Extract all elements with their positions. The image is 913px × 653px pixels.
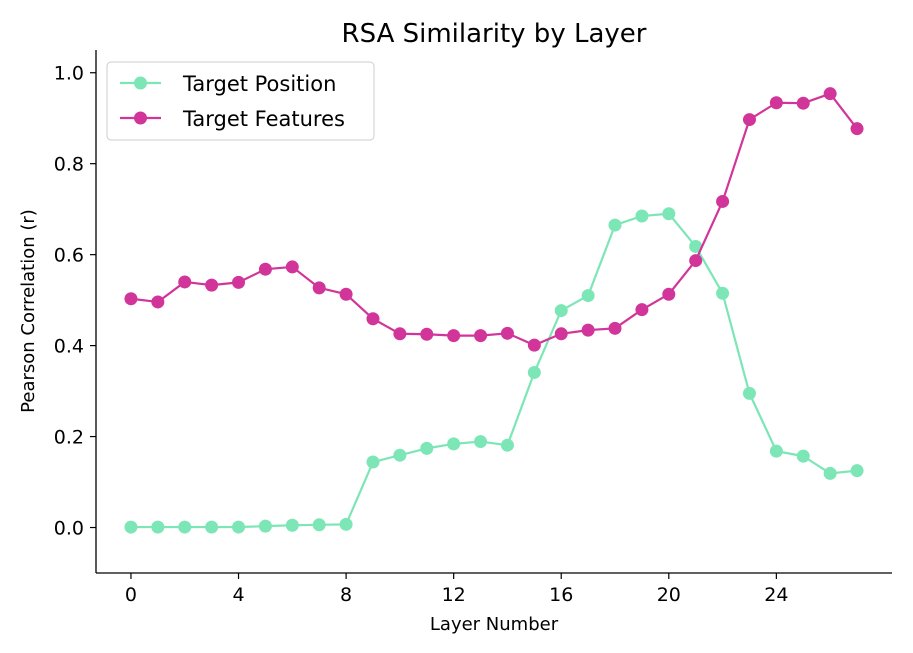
data-point [796, 96, 810, 110]
x-tick-label: 12 [442, 584, 466, 606]
data-point [850, 464, 864, 478]
data-point [124, 292, 138, 306]
data-point [554, 327, 568, 341]
data-point [232, 275, 246, 289]
legend-swatch-marker [134, 76, 147, 90]
x-tick-label: 4 [232, 584, 244, 606]
legend-item-target-position: Target Position [120, 72, 336, 96]
data-point [151, 520, 165, 534]
data-point [608, 218, 622, 232]
data-point [124, 520, 138, 534]
data-point [447, 329, 461, 343]
series-target-position [124, 207, 864, 534]
data-point [796, 449, 810, 463]
legend-label: Target Features [182, 107, 345, 131]
series-target-features [124, 87, 864, 352]
y-axis-label: Pearson Correlation (r) [18, 209, 39, 413]
data-point [312, 518, 326, 532]
data-point [258, 262, 272, 276]
x-tick-label: 0 [125, 584, 137, 606]
y-tick-label: 0.0 [54, 518, 84, 540]
data-point [447, 437, 461, 451]
data-point [769, 444, 783, 458]
data-point [742, 386, 756, 400]
data-point [474, 435, 488, 449]
data-point [823, 87, 837, 101]
series-line [130, 92, 858, 347]
data-point [581, 323, 595, 337]
legend: Target Position Target Features [106, 61, 375, 141]
data-point [205, 520, 219, 534]
data-point [608, 321, 622, 335]
legend-item-target-features: Target Features [120, 107, 345, 131]
data-point [689, 239, 703, 253]
data-point [527, 338, 541, 352]
x-tick-label: 16 [549, 584, 573, 606]
data-point [500, 326, 514, 340]
y-tick-label: 0.6 [54, 245, 84, 267]
y-tick-label: 0.4 [54, 336, 84, 358]
data-point [716, 286, 730, 300]
axes [95, 50, 892, 574]
chart-title: RSA Similarity by Layer [342, 19, 647, 49]
data-point [178, 275, 192, 289]
data-point [393, 327, 407, 341]
x-tick-label: 8 [340, 584, 352, 606]
data-point [850, 122, 864, 136]
data-point [554, 304, 568, 318]
series-line [130, 212, 858, 529]
data-point [420, 441, 434, 455]
data-point [581, 289, 595, 303]
data-point [823, 466, 837, 480]
data-point [151, 295, 165, 309]
data-point [635, 303, 649, 317]
data-point [474, 329, 488, 343]
data-point [635, 209, 649, 223]
y-tick-label: 1.0 [54, 63, 84, 85]
data-point [339, 517, 353, 531]
data-point [232, 520, 246, 534]
series-layer [124, 87, 864, 534]
data-point [769, 96, 783, 110]
data-point [339, 287, 353, 301]
data-point [420, 327, 434, 341]
data-point [689, 254, 703, 268]
y-ticks: 0.0 0.2 0.4 0.6 0.8 1.0 [54, 63, 96, 540]
data-point [178, 520, 192, 534]
x-axis-label: Layer Number [430, 614, 559, 635]
data-point [312, 281, 326, 295]
data-point [742, 113, 756, 127]
data-point [662, 287, 676, 301]
data-point [205, 278, 219, 292]
data-point [393, 448, 407, 462]
y-tick-label: 0.2 [54, 427, 84, 449]
legend-swatch-marker [134, 111, 147, 125]
y-tick-label: 0.8 [54, 154, 84, 176]
legend-label: Target Position [182, 72, 336, 96]
data-point [285, 260, 299, 274]
data-point [527, 365, 541, 379]
data-point [716, 194, 730, 208]
data-point [500, 438, 514, 452]
legend-box [106, 61, 375, 141]
data-point [662, 207, 676, 221]
x-tick-label: 24 [764, 584, 788, 606]
data-point [366, 312, 380, 326]
data-point [366, 455, 380, 469]
x-tick-label: 20 [657, 584, 681, 606]
x-ticks: 0 4 8 12 16 20 24 [125, 573, 788, 606]
data-point [258, 519, 272, 533]
data-point [285, 518, 299, 532]
